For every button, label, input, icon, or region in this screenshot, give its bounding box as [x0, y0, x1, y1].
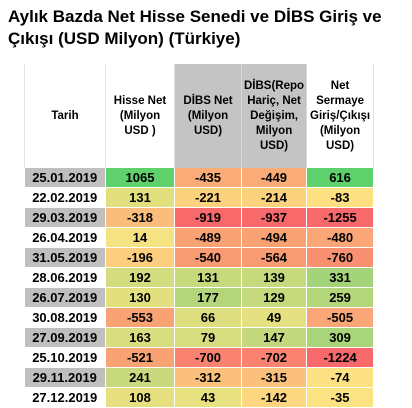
value-cell: 241	[105, 367, 175, 388]
table-row: 27.12.2019 108 43 -142 -35	[24, 387, 375, 408]
value-cell: -74	[306, 367, 375, 388]
table-row: 29.03.2019 -318 -919 -937 -1255	[24, 207, 375, 228]
value-cell: -315	[241, 367, 308, 388]
value-cell: -435	[174, 168, 242, 188]
date-cell: 30.08.2019	[24, 307, 106, 328]
value-cell: 131	[174, 267, 242, 288]
value-cell: -449	[241, 168, 308, 188]
data-table-container: Tarih Hisse Net (Milyon USD ) DİBS Net (…	[24, 64, 375, 408]
value-cell: 1065	[105, 168, 175, 188]
date-cell: 29.11.2019	[24, 367, 106, 388]
value-cell: 259	[306, 287, 375, 308]
value-cell: 14	[105, 227, 175, 248]
value-cell: -489	[174, 227, 242, 248]
header-date: Tarih	[24, 64, 106, 168]
date-cell: 27.12.2019	[24, 387, 106, 408]
date-cell: 27.09.2019	[24, 327, 106, 348]
value-cell: -540	[174, 247, 242, 268]
header-bond-ex-repo: DİBS(Repo Hariç, Net Değişim, Milyon USD…	[240, 64, 308, 168]
value-cell: -700	[174, 347, 242, 368]
value-cell: 131	[105, 187, 175, 208]
value-cell: -553	[105, 307, 175, 328]
date-cell: 26.07.2019	[24, 287, 106, 308]
value-cell: -760	[306, 247, 375, 268]
table-row: 25.01.2019 1065 -435 -449 616	[24, 168, 375, 188]
date-cell: 25.01.2019	[24, 168, 106, 188]
header-net-capital: Net Sermaye Giriş/Çıkışı (Milyon USD)	[306, 64, 375, 168]
page-title: Aylık Bazda Net Hisse Senedi ve DİBS Gir…	[8, 7, 382, 48]
value-cell: 66	[174, 307, 242, 328]
value-cell: -83	[306, 187, 375, 208]
value-cell: 147	[241, 327, 308, 348]
date-cell: 31.05.2019	[24, 247, 106, 268]
value-cell: 177	[174, 287, 242, 308]
table-body: 25.01.2019 1065 -435 -449 616 22.02.2019 131 -2…	[24, 168, 375, 408]
value-cell: -1224	[306, 347, 375, 368]
value-cell: -937	[241, 207, 308, 228]
value-cell: -214	[241, 187, 308, 208]
value-cell: -702	[241, 347, 308, 368]
date-cell: 22.02.2019	[24, 187, 106, 208]
value-cell: -196	[105, 247, 175, 268]
table-row: 26.04.2019 14 -489 -494 -480	[24, 227, 375, 248]
table-row: 22.02.2019 131 -221 -214 -83	[24, 187, 375, 208]
value-cell: 616	[306, 168, 375, 188]
value-cell: -312	[174, 367, 242, 388]
value-cell: 130	[105, 287, 175, 308]
table-row: 31.05.2019 -196 -540 -564 -760	[24, 247, 375, 268]
value-cell: -521	[105, 347, 175, 368]
value-cell: 331	[306, 267, 375, 288]
value-cell: -480	[306, 227, 375, 248]
date-cell: 25.10.2019	[24, 347, 106, 368]
value-cell: -505	[306, 307, 375, 328]
value-cell: 108	[105, 387, 175, 408]
table-row: 26.07.2019 130 177 129 259	[24, 287, 375, 308]
header-row: Tarih Hisse Net (Milyon USD ) DİBS Net (…	[24, 64, 375, 168]
value-cell: 129	[241, 287, 308, 308]
value-cell: 192	[105, 267, 175, 288]
value-cell: -142	[241, 387, 308, 408]
value-cell: -318	[105, 207, 175, 228]
table-row: 25.10.2019 -521 -700 -702 -1224	[24, 347, 375, 368]
date-cell: 29.03.2019	[24, 207, 106, 228]
header-stock-net: Hisse Net (Milyon USD )	[105, 64, 175, 168]
value-cell: -919	[174, 207, 242, 228]
value-cell: 79	[174, 327, 242, 348]
value-cell: -1255	[306, 207, 375, 228]
value-cell: -221	[174, 187, 242, 208]
value-cell: 309	[306, 327, 375, 348]
value-cell: -564	[241, 247, 308, 268]
header-bond-net: DİBS Net (Milyon USD)	[174, 64, 242, 168]
value-cell: 139	[241, 267, 308, 288]
data-table: Tarih Hisse Net (Milyon USD ) DİBS Net (…	[24, 64, 375, 408]
value-cell: -494	[241, 227, 308, 248]
date-cell: 28.06.2019	[24, 267, 106, 288]
date-cell: 26.04.2019	[24, 227, 106, 248]
value-cell: 163	[105, 327, 175, 348]
table-row: 27.09.2019 163 79 147 309	[24, 327, 375, 348]
table-row: 28.06.2019 192 131 139 331	[24, 267, 375, 288]
table-row: 29.11.2019 241 -312 -315 -74	[24, 367, 375, 388]
value-cell: -35	[306, 387, 375, 408]
value-cell: 43	[174, 387, 242, 408]
value-cell: 49	[241, 307, 308, 328]
table-row: 30.08.2019 -553 66 49 -505	[24, 307, 375, 328]
